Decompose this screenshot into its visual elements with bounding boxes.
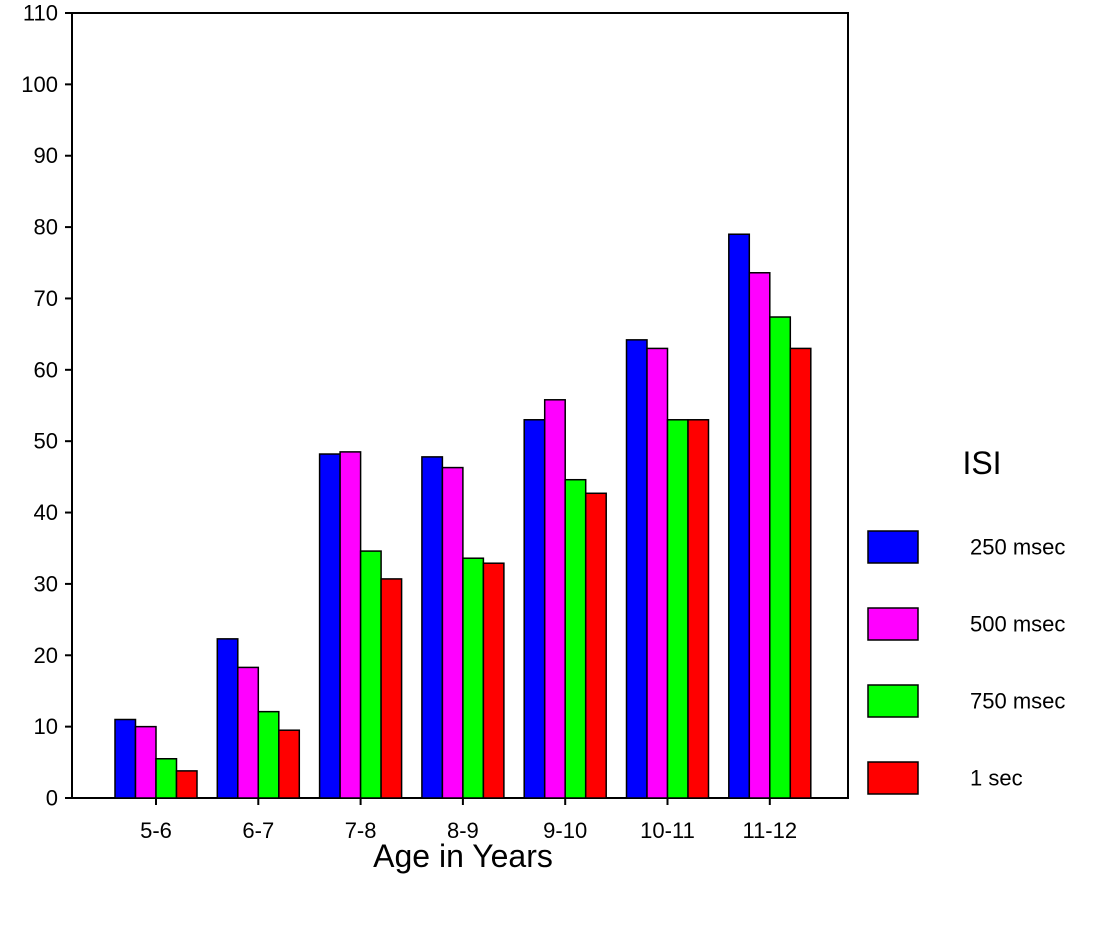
legend-swatch [867, 607, 919, 641]
x-tick-label: 7-8 [345, 818, 377, 843]
legend-label: 500 msec [970, 612, 1065, 637]
y-tick-label: 40 [34, 500, 58, 525]
bar [134, 725, 157, 799]
y-tick-label: 10 [34, 714, 58, 739]
y-tick-label: 30 [34, 571, 58, 596]
x-axis-title: Age in Years [373, 838, 553, 874]
y-axis: 0 10 20 30 40 50 60 70 80 90 100 110 [21, 1, 72, 811]
bar [789, 347, 812, 799]
bar [155, 758, 178, 799]
bar [175, 770, 198, 799]
bar [359, 550, 382, 799]
bar [441, 466, 464, 799]
bar [318, 453, 341, 799]
y-tick-label: 50 [34, 429, 58, 454]
x-tick-label: 8-9 [447, 818, 479, 843]
y-tick-label: 60 [34, 357, 58, 382]
bar [339, 451, 362, 799]
bar [278, 729, 301, 799]
x-tick-label: 10-11 [640, 818, 695, 843]
bar [380, 578, 403, 799]
bar [646, 347, 669, 799]
bar [748, 272, 771, 799]
bar [482, 562, 505, 799]
legend-swatch [867, 684, 919, 718]
bar [584, 492, 607, 799]
x-tick-label: 11-12 [742, 818, 797, 843]
legend-label: 750 msec [970, 689, 1065, 714]
bar [421, 456, 444, 799]
x-axis: 5-6 6-7 7-8 8-9 9-10 10-11 11-12 [140, 798, 797, 843]
y-tick-label: 80 [34, 215, 58, 240]
bar [625, 339, 648, 799]
legend-label: 250 msec [970, 535, 1065, 560]
legend-title: ISI [962, 445, 1001, 481]
y-tick-label: 90 [34, 143, 58, 168]
x-tick-label: 6-7 [242, 818, 274, 843]
bar [216, 638, 239, 799]
bar [564, 478, 587, 799]
bar [257, 710, 280, 799]
x-tick-label: 5-6 [140, 818, 172, 843]
bar [666, 419, 689, 799]
bar [523, 419, 546, 799]
y-tick-label: 100 [21, 72, 58, 97]
legend: ISI 250 msec 500 msec 750 msec 1 sec [867, 445, 1065, 795]
bar [687, 419, 710, 799]
bars [114, 233, 812, 799]
y-tick-label: 0 [46, 786, 58, 811]
legend-label: 1 sec [970, 766, 1023, 791]
legend-swatch [867, 530, 919, 564]
y-tick-label: 110 [23, 1, 58, 26]
bar [769, 316, 792, 799]
legend-swatch [867, 761, 919, 795]
bar [462, 557, 485, 799]
y-tick-label: 70 [34, 286, 58, 311]
bar [114, 718, 137, 799]
bar [543, 399, 566, 799]
bar [237, 666, 260, 799]
y-tick-label: 20 [34, 643, 58, 668]
x-tick-label: 9-10 [543, 818, 587, 843]
bar [728, 233, 751, 799]
